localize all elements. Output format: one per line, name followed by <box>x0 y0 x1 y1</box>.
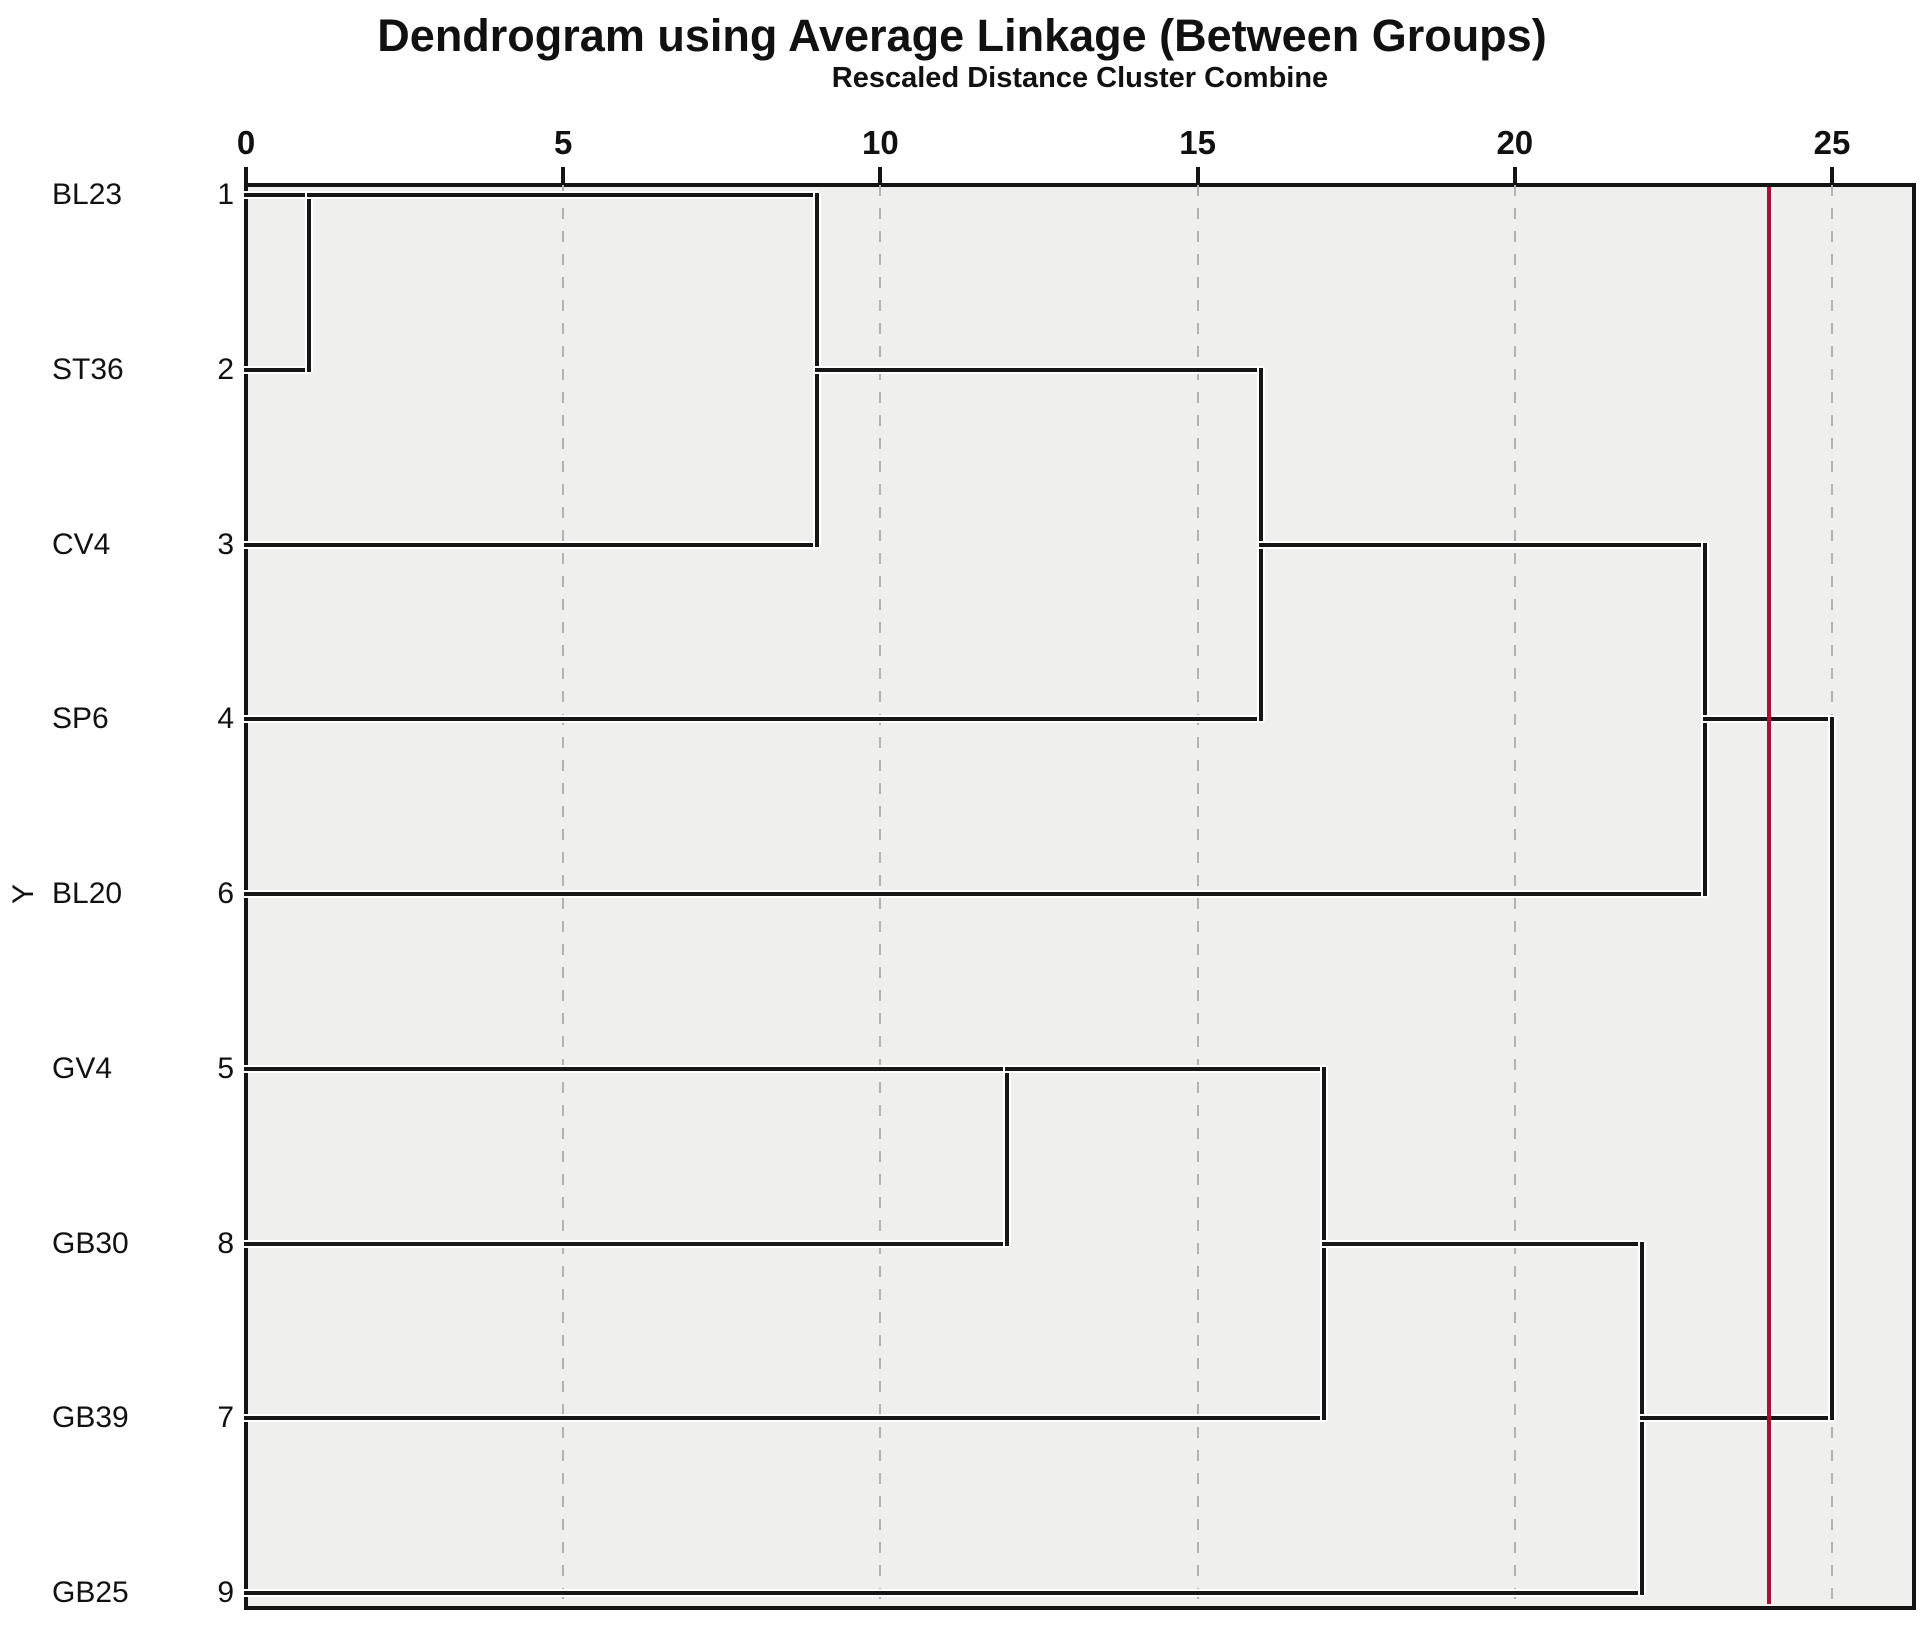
leaf-label-BL20: BL20 <box>52 877 123 910</box>
axis-tick-20 <box>1512 167 1517 185</box>
leaf-case-number-CV4: 3 <box>217 527 234 561</box>
leaf-label-GB39: GB39 <box>52 1401 129 1435</box>
branch-line <box>814 367 1264 372</box>
leaf-case-number-GB39: 7 <box>217 1401 234 1435</box>
chart-title: Dendrogram using Average Linkage (Betwee… <box>377 10 1547 61</box>
branch-line <box>1259 542 1708 547</box>
leaf-case-number-GV4: 5 <box>217 1051 234 1085</box>
leaf-label-CV4: CV4 <box>52 527 111 561</box>
branch-line <box>244 1241 1010 1246</box>
leaf-label-ST36: ST36 <box>52 352 124 386</box>
branch-line <box>244 193 312 197</box>
chart-subtitle: Rescaled Distance Cluster Combine <box>831 62 1329 94</box>
axis-tick-10 <box>878 167 883 185</box>
leaf-case-number-SP6: 4 <box>217 702 234 736</box>
axis-tick-label-10: 10 <box>862 124 899 161</box>
branch-line <box>1639 1416 1834 1421</box>
merge-connector-M1 <box>307 193 312 372</box>
plot-area <box>244 183 1916 1610</box>
leaf-label-BL23: BL23 <box>52 178 123 211</box>
leaf-label-GB25: GB25 <box>52 1576 129 1609</box>
axis-tick-label-0: 0 <box>236 124 256 161</box>
leaf-case-number-GB30: 8 <box>217 1226 234 1260</box>
branch-line <box>1322 1241 1644 1246</box>
leaf-label-GV4: GV4 <box>52 1051 113 1085</box>
merge-connector-M5 <box>1005 1066 1010 1246</box>
branch-line <box>307 193 819 197</box>
branch-line <box>244 367 312 372</box>
merge-connector-M8 <box>1830 717 1834 1421</box>
axis-tick-label-5: 5 <box>554 124 573 161</box>
branch-line <box>244 892 1708 896</box>
axis-tick-25 <box>1830 167 1834 185</box>
branch-line <box>1005 1066 1327 1071</box>
axis-tick-15 <box>1195 167 1200 185</box>
axis-tick-label-15: 15 <box>1179 124 1216 161</box>
axis-tick-label-25: 25 <box>1813 124 1851 161</box>
axis-tick-label-20: 20 <box>1496 124 1534 161</box>
y-axis-label: Y <box>7 884 40 905</box>
axis-tick-5 <box>561 167 566 185</box>
cluster-cut-line <box>1766 187 1771 1604</box>
leaf-label-GB30: GB30 <box>52 1226 129 1260</box>
branch-line <box>244 717 1264 722</box>
leaf-case-number-ST36: 2 <box>217 352 234 386</box>
leaf-case-number-BL20: 6 <box>217 877 234 910</box>
branch-line <box>244 1591 1644 1595</box>
branch-line <box>244 1416 1327 1421</box>
branch-line <box>244 542 819 547</box>
leaf-case-number-GB25: 9 <box>217 1576 234 1609</box>
branch-line <box>244 1066 1010 1071</box>
leaf-label-SP6: SP6 <box>52 702 109 736</box>
axis-tick-0 <box>244 167 248 185</box>
leaf-case-number-BL23: 1 <box>217 178 234 211</box>
